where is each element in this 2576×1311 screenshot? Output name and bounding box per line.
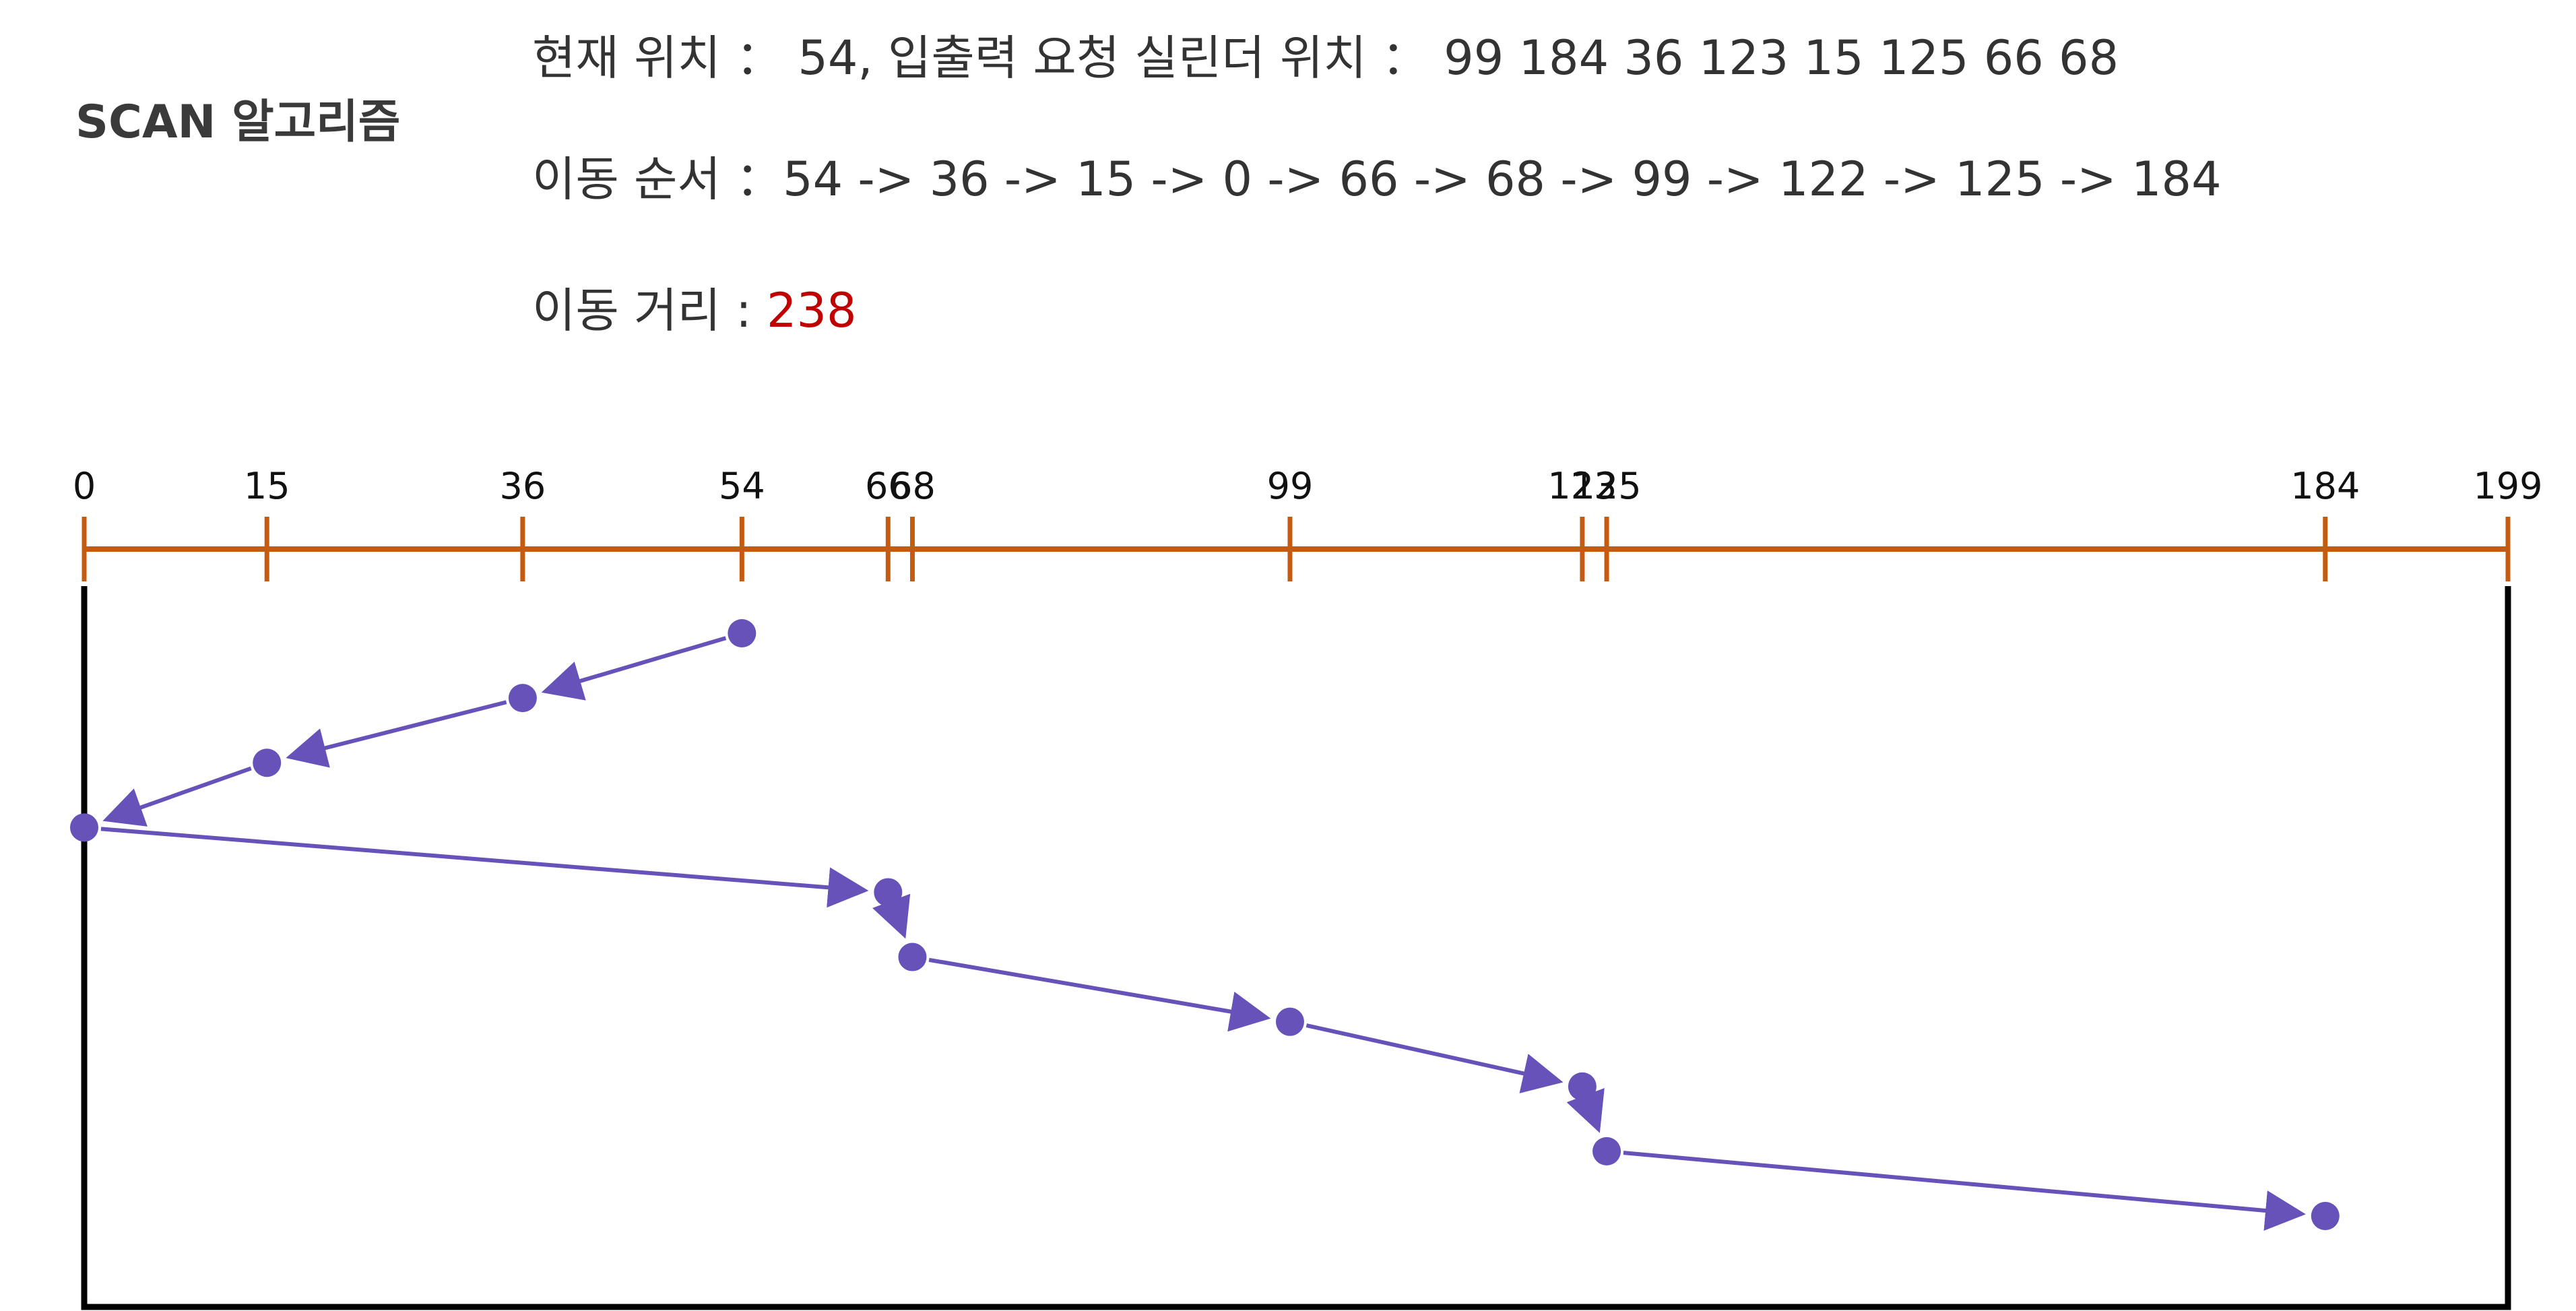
- diagram-border: [81, 586, 2511, 1310]
- cylinder-point: [874, 878, 903, 907]
- axis-tick-label: 66: [865, 465, 911, 507]
- axis-tick-label: 99: [1267, 465, 1314, 507]
- cylinder-point: [898, 942, 927, 971]
- distance-value: 238: [766, 283, 857, 338]
- distance-line: 이동 거리 : 238: [532, 273, 857, 341]
- seek-arrow: [928, 957, 1271, 1032]
- axis-tick-label: 54: [719, 465, 765, 507]
- cylinder-point: [1568, 1072, 1597, 1101]
- cylinder-point: [1275, 1007, 1304, 1036]
- seek-arrow: [1566, 1088, 1605, 1133]
- axis-tick-label: 68: [889, 465, 936, 507]
- seek-arrow: [872, 893, 911, 939]
- distance-label: 이동 거리 :: [532, 283, 767, 338]
- seek-arrow: [1623, 1151, 2306, 1231]
- cylinder-point: [1592, 1137, 1621, 1165]
- axis-tick-label: 0: [73, 465, 96, 507]
- axis-tick-label: 199: [2473, 465, 2542, 507]
- seek-arrow: [100, 827, 869, 908]
- seek-arrow: [102, 766, 252, 827]
- axis-tick-label: 123: [1547, 465, 1617, 507]
- move-order-line: 이동 순서 ：54 -> 36 -> 15 -> 0 -> 66 -> 68 -…: [532, 152, 2222, 207]
- axis-tick-label: 36: [500, 465, 546, 507]
- axis-tick-label: 125: [1572, 465, 1642, 507]
- seek-arrow: [286, 700, 507, 768]
- axis-tick-label: 184: [2290, 465, 2360, 507]
- current-position-line: 현재 위치 ： 54, 입출력 요청 실린더 위치 ： 99 184 36 12…: [532, 30, 2119, 86]
- seek-arrow: [1306, 1023, 1564, 1093]
- cylinder-point: [70, 813, 98, 842]
- cylinder-point: [253, 748, 282, 777]
- seek-arrow: [541, 636, 727, 701]
- cylinder-point: [728, 619, 756, 647]
- cylinder-point: [2311, 1202, 2340, 1230]
- axis-tick-label: 15: [244, 465, 290, 507]
- cylinder-point: [508, 684, 537, 713]
- page-title: SCAN 알고리즘: [75, 96, 401, 149]
